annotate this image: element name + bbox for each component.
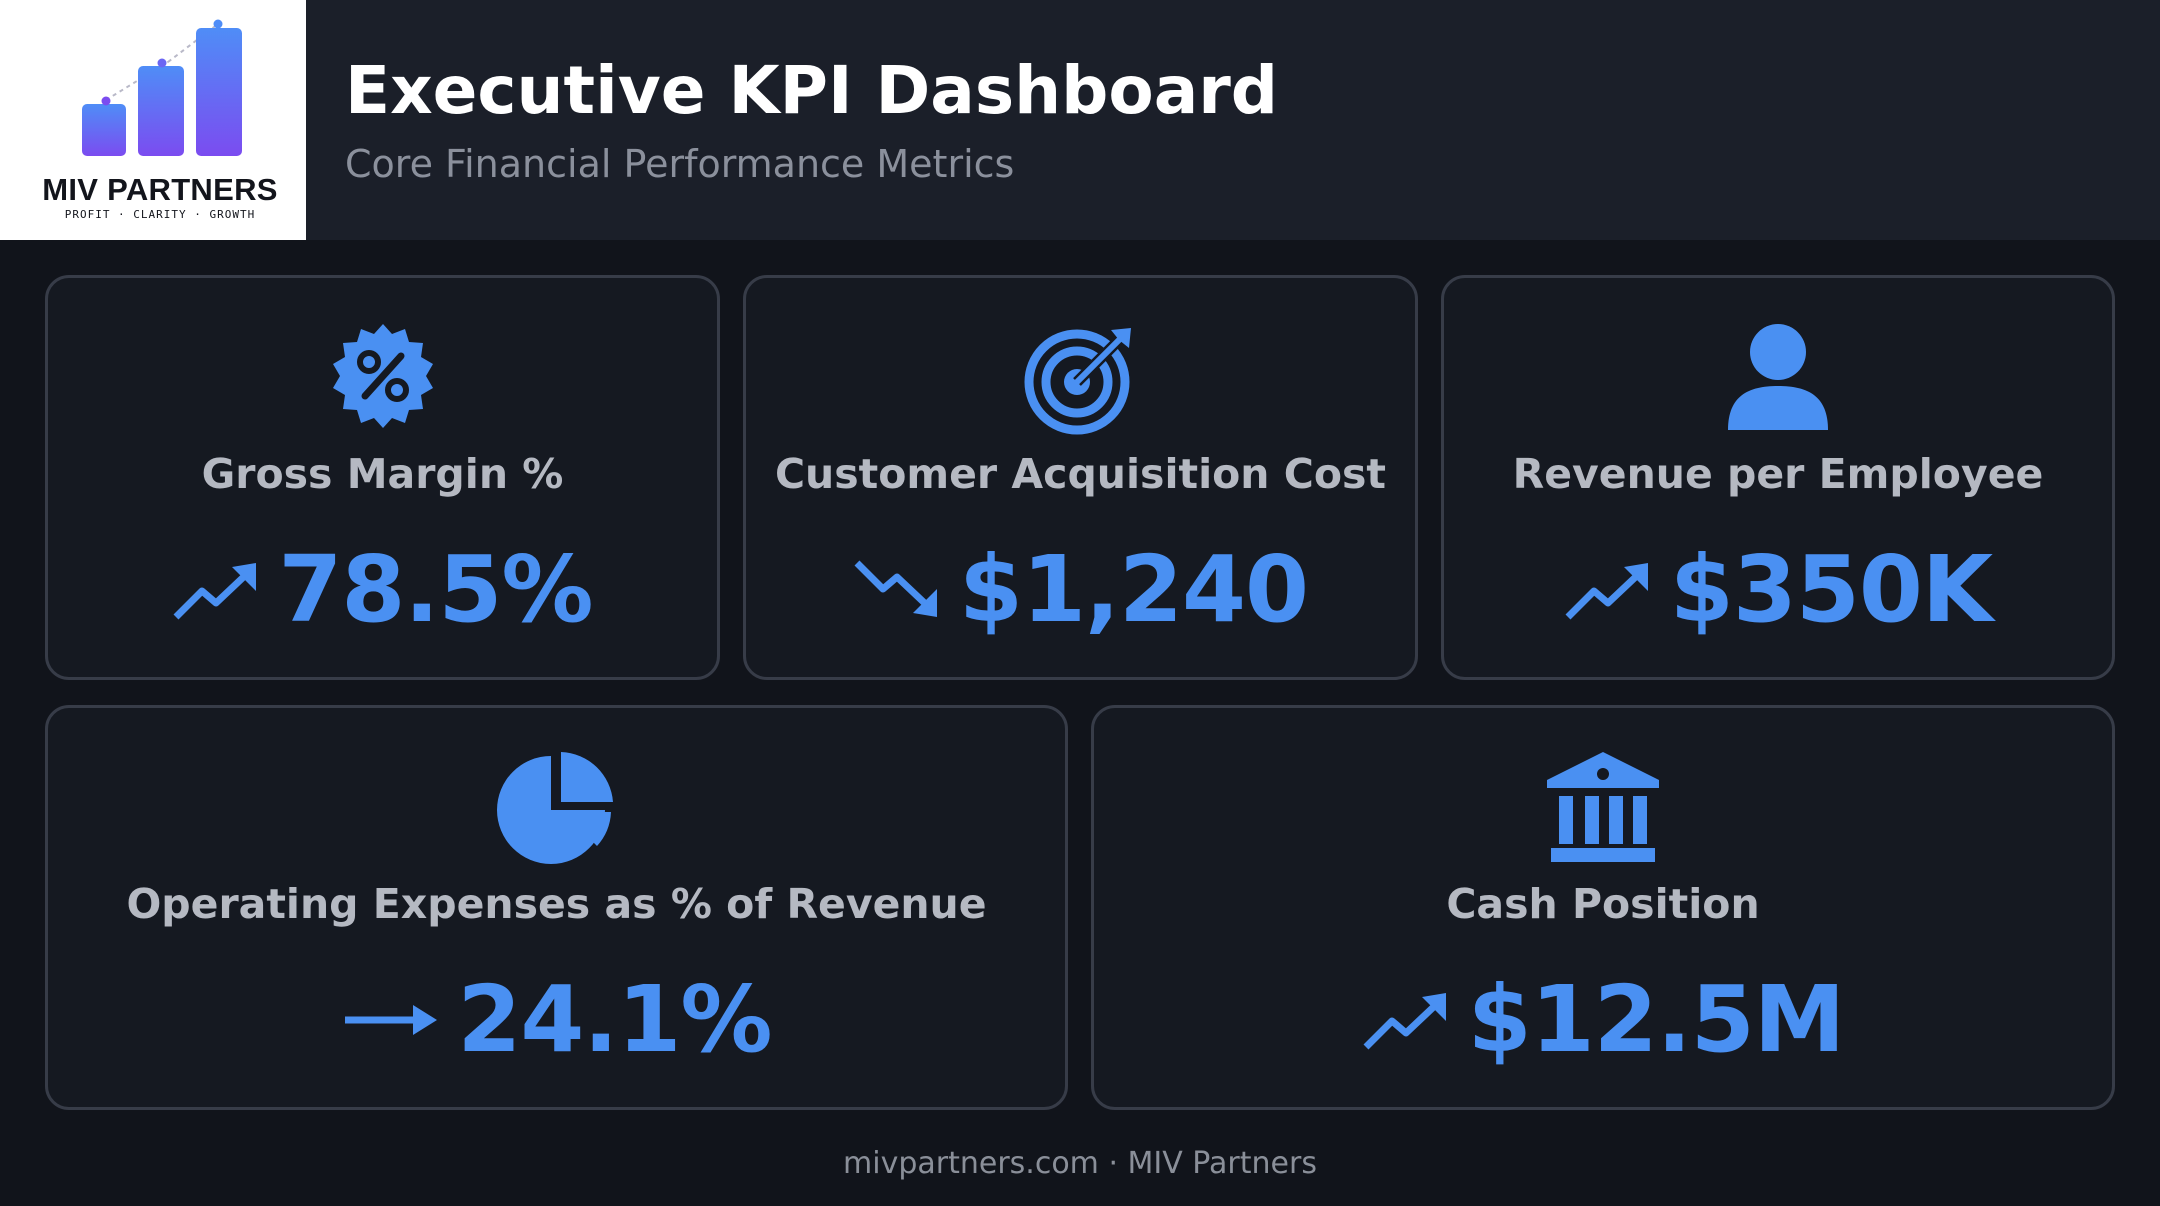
brand-name: MIV PARTNERS — [42, 172, 278, 207]
kpi-label: Revenue per Employee — [1512, 450, 2044, 498]
brand-tagline: PROFIT · CLARITY · GROWTH — [64, 208, 256, 221]
kpi-value: 24.1% — [457, 966, 772, 1073]
trend-up-icon — [1564, 557, 1654, 623]
user-icon — [1728, 324, 1828, 430]
trend-flat-icon — [341, 987, 441, 1053]
pie-chart-icon — [496, 752, 613, 864]
kpi-value: $12.5M — [1467, 966, 1846, 1073]
kpi-value: 78.5% — [278, 536, 593, 643]
trend-up-icon — [172, 557, 262, 623]
kpi-card-customer-acquisition-cost[interactable]: Customer Acquisition Cost $1,240 — [743, 275, 1418, 680]
target-icon — [1024, 328, 1131, 435]
brand-logo[interactable]: MIV PARTNERS PROFIT · CLARITY · GROWTH — [0, 0, 306, 240]
kpi-card-revenue-per-employee[interactable]: Revenue per Employee $350K — [1441, 275, 2115, 680]
kpi-card-gross-margin[interactable]: Gross Margin % 78.5% — [45, 275, 720, 680]
kpi-card-cash-position[interactable]: Cash Position $12.5M — [1091, 705, 2115, 1110]
kpi-value-row: 24.1% — [48, 966, 1065, 1073]
card-icon-wrap — [746, 318, 1415, 438]
kpi-value-row: 78.5% — [48, 536, 717, 643]
card-icon-wrap — [48, 318, 717, 438]
card-icon-wrap — [1094, 748, 2112, 868]
kpi-value: $350K — [1669, 536, 1993, 643]
kpi-value-row: $350K — [1444, 536, 2112, 643]
kpi-label: Gross Margin % — [201, 450, 564, 498]
trend-up-icon — [1362, 987, 1452, 1053]
kpi-card-operating-expenses[interactable]: Operating Expenses as % of Revenue 24.1% — [45, 705, 1068, 1110]
bank-icon — [1547, 752, 1659, 862]
footer-text[interactable]: mivpartners.com · MIV Partners — [843, 1146, 1317, 1181]
kpi-label: Cash Position — [1446, 880, 1760, 928]
trend-down-icon — [853, 557, 943, 623]
card-icon-wrap — [48, 748, 1065, 868]
header-bar: MIV PARTNERS PROFIT · CLARITY · GROWTH E… — [0, 0, 2160, 240]
kpi-label: Customer Acquisition Cost — [774, 450, 1387, 498]
kpi-value: $1,240 — [958, 536, 1309, 643]
bar-chart-growth-icon — [82, 19, 242, 156]
card-icon-wrap — [1444, 318, 2112, 438]
kpi-value-row: $12.5M — [1094, 966, 2112, 1073]
page-subtitle: Core Financial Performance Metrics — [345, 142, 1015, 186]
percent-badge-icon — [332, 324, 433, 428]
kpi-value-row: $1,240 — [746, 536, 1415, 643]
page-title: Executive KPI Dashboard — [345, 52, 1279, 129]
kpi-label: Operating Expenses as % of Revenue — [126, 880, 987, 928]
